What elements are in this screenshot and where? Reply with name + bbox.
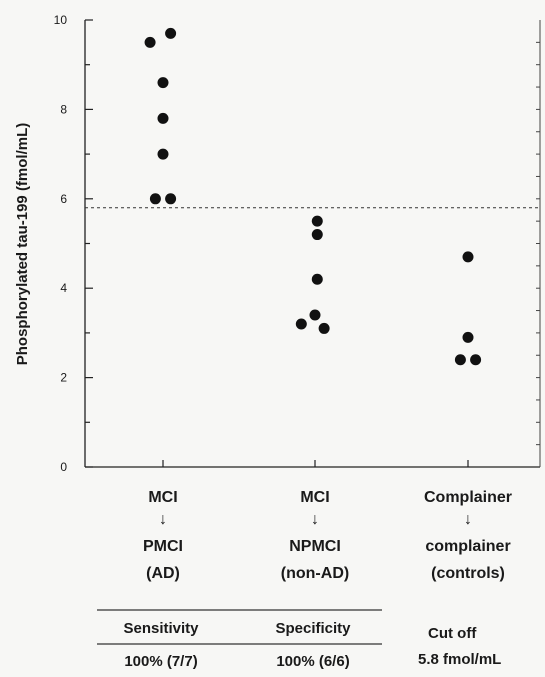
data-point: [309, 309, 321, 321]
data-point: [144, 36, 156, 48]
category-label-1: MCI ↓ NPMCI (non-AD): [281, 489, 349, 582]
y-tick-label: 6: [60, 192, 67, 206]
specificity-value: 100% (6/6): [276, 653, 349, 670]
data-point: [470, 354, 482, 366]
data-point: [157, 148, 169, 160]
specificity-label: Specificity: [275, 620, 351, 637]
x-ticks: [162, 460, 469, 467]
category-2-line2: complainer: [425, 538, 510, 555]
category-0-line1: MCI: [148, 489, 177, 506]
category-2-line1: Complainer: [424, 489, 512, 506]
category-1-line2: NPMCI: [289, 538, 341, 555]
category-0-line3: (AD): [146, 565, 180, 582]
category-label-2: Complainer ↓ complainer (controls): [424, 489, 512, 582]
data-point: [157, 77, 169, 89]
data-points: [144, 27, 482, 366]
data-point: [295, 318, 307, 330]
y-tick-label: 0: [60, 460, 67, 474]
cutoff-label: Cut off: [428, 625, 477, 642]
data-point: [149, 193, 161, 205]
y-ticks: 0 2 4 6 8 10: [54, 13, 93, 474]
sensitivity-label: Sensitivity: [123, 620, 199, 637]
category-1-arrow: ↓: [311, 511, 319, 528]
y-tick-label: 8: [60, 102, 67, 116]
sensitivity-value: 100% (7/7): [124, 653, 197, 670]
data-point: [318, 322, 330, 334]
data-point: [311, 229, 323, 241]
category-2-arrow: ↓: [464, 511, 472, 528]
cutoff-value: 5.8 fmol/mL: [418, 651, 501, 668]
data-point: [165, 193, 177, 205]
data-point: [462, 251, 474, 263]
y-tick-label: 10: [54, 13, 68, 27]
category-1-line1: MCI: [300, 489, 329, 506]
y-tick-label: 2: [60, 371, 67, 385]
category-1-line3: (non-AD): [281, 565, 349, 582]
category-0-line2: PMCI: [143, 538, 183, 555]
data-point: [311, 273, 323, 285]
data-point: [165, 27, 177, 39]
y-axis-label: Phosphorylated tau-199 (fmol/mL): [14, 123, 31, 366]
right-ticks: [536, 41, 540, 446]
y-tick-label: 4: [60, 281, 67, 295]
category-label-0: MCI ↓ PMCI (AD): [143, 489, 183, 582]
data-point: [454, 354, 466, 366]
category-0-arrow: ↓: [159, 511, 167, 528]
data-point: [462, 331, 474, 343]
data-point: [311, 215, 323, 227]
data-point: [157, 112, 169, 124]
category-2-line3: (controls): [431, 565, 505, 582]
